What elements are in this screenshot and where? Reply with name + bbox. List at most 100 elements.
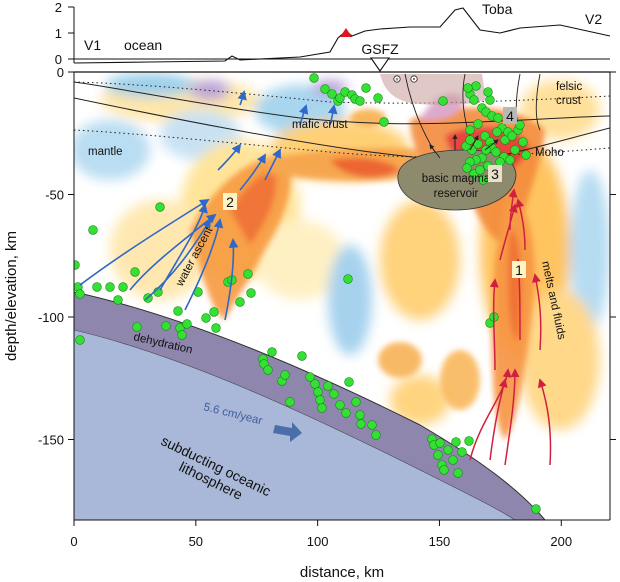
earthquake-dot [344,377,354,387]
blue-arrow [184,218,224,311]
label-crust: crust [556,95,582,107]
earthquake-dot [367,420,377,430]
number-badge [488,165,502,182]
y-tick-label: -100 [38,310,64,325]
label-gsfz: GSFZ [361,41,399,57]
earthquake-dot [465,125,475,135]
earthquake-dot [243,269,253,279]
earthquake-dot [521,150,531,160]
earthquake-dot [285,397,295,407]
red-arrow [499,203,518,261]
earthquake-dot [315,395,325,405]
black-arrow [429,144,441,159]
label-moho: Moho [535,147,564,159]
earthquake-dot [317,403,327,413]
earthquake-dot [485,95,495,105]
red-arrow [489,378,508,461]
earthquake-dot [493,113,503,123]
red-arrow [537,378,552,466]
earthquake-dot [161,321,171,331]
y-tick-label: -50 [45,188,64,203]
blue-arrow [237,90,247,106]
slab-top-boundary [74,291,546,520]
water-ascent-arrows [79,90,338,321]
blue-arrow [328,104,338,126]
blue-arrow [224,238,239,321]
gsfz-triangle-icon [369,57,391,72]
earthquake-dot [371,430,381,440]
earthquake-dot [435,438,445,448]
x-tick-label: 0 [70,534,77,549]
seismicity-dots [74,73,541,514]
earthquake-dot [463,83,473,93]
x-tick-label: 200 [550,534,572,549]
plate-motion-arrow [273,422,302,442]
earthquake-dot [457,447,467,457]
label-v2: V2 [585,11,602,27]
red-arrow [531,273,542,351]
red-arrow [504,368,520,466]
label-toba: Toba [482,1,513,17]
earthquake-dot [448,455,458,465]
topo-tick-label: 2 [55,0,62,15]
earthquake-dot [246,288,256,298]
earthquake-dot [515,120,525,130]
earthquake-dot [451,437,461,447]
earthquake-dot [471,81,481,91]
earthquake-dot [75,289,85,299]
earthquake-dot [130,267,140,277]
earthquake-dot [263,365,273,375]
earthquake-dot [92,282,102,292]
earthquake-dot [132,322,142,332]
earthquake-dot [473,119,483,129]
earthquake-dot [335,400,345,410]
earthquake-dot [355,96,365,106]
earthquake-dot [355,410,365,420]
earthquake-dot [329,389,339,399]
label-number-1: 1 [515,262,523,278]
earthquake-dot [88,225,98,235]
earthquake-dot [173,306,183,316]
earthquake-dot [379,117,389,127]
reservoir-arrows [429,134,499,159]
earthquake-dot [531,504,541,514]
earthquake-dot [118,282,128,292]
blue-arrow [217,143,242,171]
earthquake-dot [201,313,211,323]
earthquake-dot [343,274,353,284]
earthquake-dot [113,295,123,305]
topography-profile [73,7,611,64]
topo-tick-label: 0 [55,52,62,67]
earthquake-dot [351,397,361,407]
earthquake-dot [483,87,493,97]
red-arrow [515,198,526,251]
red-arrow [508,188,518,231]
label-felsic: felsic [556,81,582,93]
earthquake-dot [480,131,490,141]
x-axis-label: distance, km [300,564,384,581]
topography-panel: 2 1 0 V1 ocean Toba V2 [55,0,611,67]
earthquake-dot [492,127,502,137]
earthquake-dot [465,135,475,145]
strike-slip-out-icon [393,75,401,83]
strike-slip-dot [413,78,415,80]
earthquake-dot [211,323,221,333]
earthquake-dot [267,347,277,357]
y-tick-label: -150 [38,433,64,448]
earthquake-dot [507,131,517,141]
y-axis-label: depth/elevation, km [3,231,20,361]
label-basic-magma: basic magma [422,173,491,185]
earthquake-dot [323,381,333,391]
label-reservoir: reservoir [434,188,479,200]
earthquake-dot [439,465,449,475]
blue-arrow [264,148,281,181]
earthquake-dot [310,379,320,389]
earthquake-dot [341,408,351,418]
label-number-2: 2 [226,194,234,210]
earthquake-dot [235,297,245,307]
earthquake-dot [320,84,330,94]
label-number-4: 4 [506,108,514,124]
earthquake-dot [438,96,448,106]
blue-arrow [299,104,309,126]
